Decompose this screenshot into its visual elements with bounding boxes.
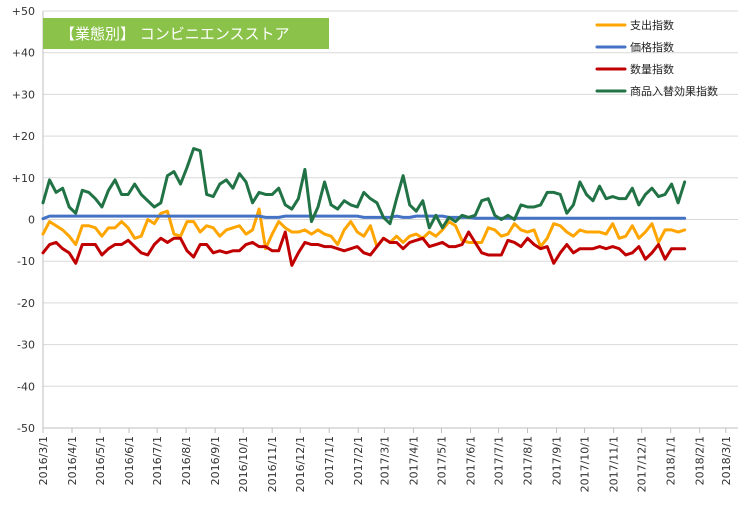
x-tick-label: 2017/1/1 (323, 436, 336, 485)
x-tick-label: 2017/3/1 (378, 436, 391, 485)
x-tick-label: 2017/7/1 (493, 436, 506, 485)
x-tick-label: 2017/12/1 (636, 436, 649, 492)
series-line-1 (41, 214, 687, 221)
x-tick-label: 2017/6/1 (464, 436, 477, 485)
x-tick-label: 2017/2/1 (352, 436, 365, 485)
y-tick-label: -30 (17, 339, 35, 352)
series-line-0 (41, 207, 687, 251)
x-tick-label: 2016/9/1 (209, 436, 222, 485)
chart-title: 【業態別】 コンビニエンスストア (60, 25, 289, 43)
legend-label-0: 支出指数 (630, 18, 674, 32)
y-tick-label: -20 (17, 297, 35, 310)
y-tick-label: +50 (12, 5, 35, 18)
chart-title-background (43, 18, 329, 49)
legend-label-3: 商品入替効果指数 (630, 84, 718, 98)
chart-title-box: 【業態別】 コンビニエンスストア (43, 18, 329, 49)
series-lines (41, 147, 687, 267)
x-tick-label: 2018/2/1 (694, 436, 707, 485)
x-tick-label: 2017/11/1 (608, 436, 621, 492)
y-tick-label: -50 (17, 422, 35, 435)
y-axis: +50 +40 +30 +20 +10 0 -10 -20 -30 -40 -50 (12, 5, 738, 435)
series-line-2 (41, 230, 687, 267)
x-tick-label: 2016/10/1 (237, 436, 250, 492)
x-tick-label: 2017/5/1 (435, 436, 448, 485)
x-tick-label: 2017/8/1 (522, 436, 535, 485)
y-tick-label: -10 (17, 255, 35, 268)
y-tick-label: +30 (12, 88, 35, 101)
x-tick-label: 2016/5/1 (94, 436, 107, 485)
x-tick-label: 2016/11/1 (266, 436, 279, 492)
series-line-3 (41, 147, 687, 230)
y-tick-label: 0 (28, 214, 35, 227)
x-tick-label: 2017/9/1 (551, 436, 564, 485)
x-tick-label: 2018/1/1 (665, 436, 678, 485)
y-tick-label: +20 (12, 130, 35, 143)
x-axis: 2016/3/1 2016/4/1 2016/5/1 2016/6/1 2016/7/1… (37, 428, 733, 492)
x-tick-label: 2017/10/1 (579, 436, 592, 492)
x-tick-label: 2016/4/1 (66, 436, 79, 485)
x-tick-label: 2016/3/1 (37, 436, 50, 485)
x-tick-label: 2016/6/1 (123, 436, 136, 485)
legend-label-2: 数量指数 (630, 62, 674, 76)
x-tick-label: 2016/12/1 (294, 436, 307, 492)
y-tick-label: +40 (12, 47, 35, 60)
x-tick-label: 2018/3/1 (720, 436, 733, 485)
y-tick-label: +10 (12, 172, 35, 185)
x-tick-label: 2016/7/1 (151, 436, 164, 485)
x-tick-label: 2016/8/1 (180, 436, 193, 485)
x-tick-label: 2017/4/1 (407, 436, 420, 485)
y-tick-label: -40 (17, 380, 35, 393)
legend-label-1: 価格指数 (630, 40, 674, 54)
